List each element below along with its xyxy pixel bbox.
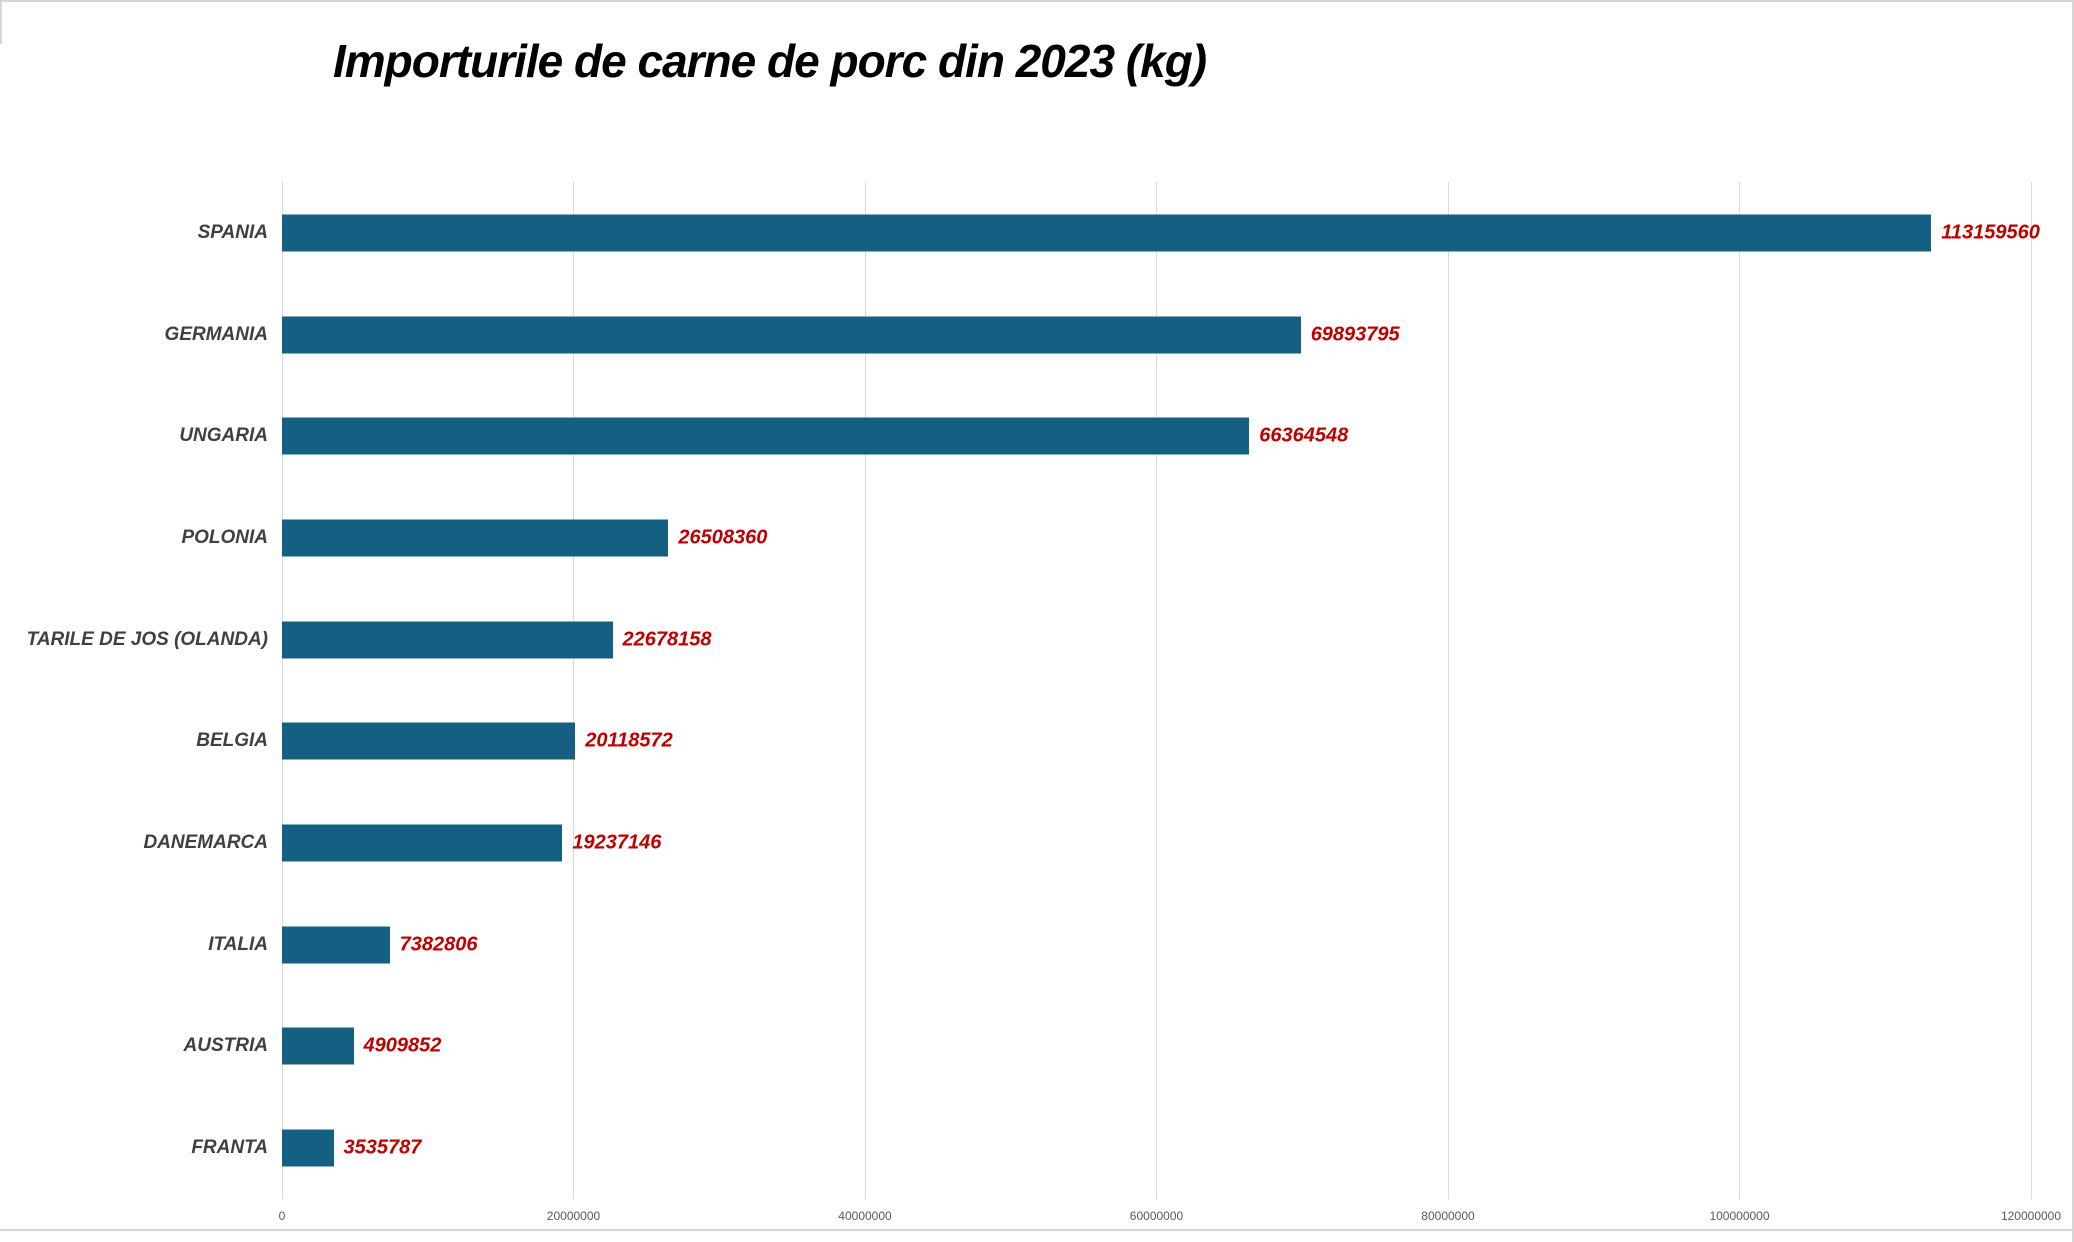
x-axis-tick-label: 20000000 — [546, 1209, 601, 1223]
category-label-franta: FRANTA — [191, 1137, 268, 1159]
value-label-austria: 4909852 — [363, 1034, 442, 1057]
category-label-danemarca: DANEMARCA — [143, 832, 268, 854]
value-label-ungaria: 66364548 — [1259, 424, 1349, 447]
value-label-belgia: 20118572 — [585, 729, 673, 752]
value-label-germania: 69893795 — [1310, 323, 1400, 346]
category-label-spania: SPANIA — [197, 221, 268, 243]
bar-ungaria — [282, 417, 1250, 455]
x-axis-tick-label: 40000000 — [838, 1209, 892, 1223]
gridline-x-120000000 — [2030, 182, 2032, 1199]
category-label-italia: ITALIA — [208, 933, 268, 955]
bar-germania — [282, 316, 1301, 354]
bar-belgia — [282, 722, 576, 760]
category-label-austria: AUSTRIA — [183, 1035, 268, 1057]
x-axis-tick-label: 120000000 — [2000, 1209, 2062, 1223]
x-axis-tick-label: 80000000 — [1421, 1209, 1475, 1223]
x-axis-tick-label: 0 — [278, 1209, 286, 1223]
frame-line-bottom — [0, 1229, 2074, 1231]
category-label-polonia: POLONIA — [181, 526, 268, 548]
value-label-italia: 7382806 — [399, 933, 478, 956]
value-label-danemarca: 19237146 — [572, 831, 662, 854]
value-label-spania: 113159560 — [1941, 221, 2040, 244]
x-axis-tick-label: 100000000 — [1709, 1209, 1770, 1223]
bar-austria — [282, 1027, 354, 1065]
plot-area: 0 20000000 40000000 60000000 80000000 1000000… — [27, 182, 2061, 1223]
bar-danemarca — [282, 824, 563, 862]
value-label-polonia: 26508360 — [678, 526, 768, 549]
chart-title: Importurile de carne de porc din 2023 (k… — [333, 35, 1207, 87]
gridline-x-0 — [281, 182, 283, 1199]
bar-italia — [282, 926, 390, 964]
frame-line-left-stub — [0, 0, 2, 44]
value-label-tarile-de-jos-olanda: 22678158 — [622, 628, 712, 651]
bar-polonia — [282, 519, 669, 557]
bar-tarile-de-jos-olanda — [282, 621, 613, 659]
category-label-germania: GERMANIA — [164, 323, 268, 345]
category-label-ungaria: UNGARIA — [179, 425, 268, 447]
gridline-x-80000000 — [1447, 182, 1449, 1199]
gridline-x-20000000 — [573, 182, 574, 1199]
frame-line-right — [2072, 0, 2074, 1242]
gridline-x-40000000 — [864, 182, 866, 1199]
bar-spania — [282, 214, 1932, 252]
gridline-x-100000000 — [1739, 182, 1740, 1199]
gridline-x-60000000 — [1156, 182, 1157, 1199]
x-axis-tick-label: 60000000 — [1129, 1209, 1184, 1223]
frame-line-top — [0, 0, 2074, 2]
category-label-tarile-de-jos-olanda: TARILE DE JOS (OLANDA) — [26, 628, 268, 650]
bar-franta — [282, 1129, 334, 1167]
value-label-franta: 3535787 — [343, 1136, 422, 1159]
category-label-belgia: BELGIA — [196, 730, 268, 752]
